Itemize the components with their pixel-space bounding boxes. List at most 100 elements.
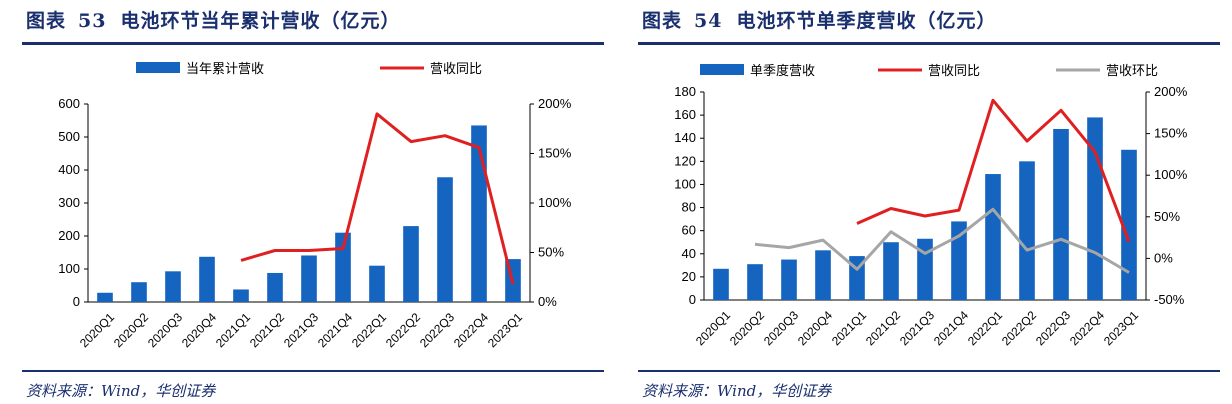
legend-label: 营收环比 [1106,63,1158,78]
bar [199,256,215,302]
left-tick-label: 160 [674,107,696,122]
left-tick-label: 400 [58,162,80,177]
cumulative-revenue-chart: 0 100 200 300 400 500 600 0% 50% 100% 150% 200% 2020… [58,61,572,350]
title-divider [22,42,604,45]
left-tick-label: 600 [58,96,80,111]
left-tick-label: 300 [58,195,80,210]
left-tick-label: 20 [682,269,696,284]
left-tick-label: 40 [682,246,696,261]
left-tick-label: 80 [682,200,696,215]
bar [437,177,453,302]
bar [471,125,487,302]
left-tick-label: 200 [58,228,80,243]
x-tick-label: 2020Q4 [795,308,835,348]
x-tick-label: 2022Q1 [965,308,1005,348]
x-tick-label: 2022Q2 [383,310,423,350]
right-tick-label: 50% [1154,209,1180,224]
right-tick-label: 0% [1154,250,1173,265]
legend-swatch [700,64,744,75]
bar [1121,149,1137,300]
left-tick-label: 100 [674,176,696,191]
right-tick-label: 0% [538,294,557,309]
x-tick-label: 2021Q1 [213,310,253,350]
x-tick-label: 2021Q2 [863,308,903,348]
bar [985,174,1001,300]
bar [713,268,729,300]
x-tick-label: 2021Q3 [897,308,937,348]
right-chart-panel: 图表 54 电池环节单季度营收（亿元） 0 20 40 60 80 100 120 140 160 1… [616,0,1232,404]
x-tick-label: 2022Q4 [451,310,491,350]
x-tick-label: 2023Q1 [485,310,525,350]
bar [1019,161,1035,300]
title-divider [638,42,1220,45]
x-tick-label: 2022Q4 [1067,308,1107,348]
bar [747,264,763,300]
legend-label: 营收同比 [928,63,980,78]
left-tick-label: 180 [674,84,696,99]
x-tick-label: 2020Q3 [761,308,801,348]
title-prefix: 图表 [26,10,67,32]
x-tick-label: 2020Q2 [111,310,151,350]
right-tick-label: 200% [1154,84,1188,99]
bar [369,265,385,302]
x-tick-label: 2022Q3 [417,310,457,350]
source-divider [638,370,1220,372]
source-note: 资料来源：Wind，华创证券 [642,382,832,400]
x-tick-label: 2021Q1 [829,308,869,348]
x-tick-label: 2020Q2 [727,308,767,348]
right-tick-label: 150% [1154,126,1188,141]
bar [131,282,147,302]
quarterly-revenue-chart: 0 20 40 60 80 100 120 140 160 180 -50% 0% 50% 100% 150… [674,63,1188,348]
title-number: 54 [694,10,723,32]
bar [781,259,797,300]
right-tick-label: 100% [538,195,572,210]
bar [403,226,419,302]
left-tick-label: 140 [674,130,696,145]
right-tick-label: 150% [538,146,572,161]
legend-label: 营收同比 [430,61,482,76]
legend-label: 单季度营收 [750,63,815,78]
x-tick-label: 2021Q2 [247,310,287,350]
bar [97,292,113,302]
source-note: 资料来源：Wind，华创证券 [26,382,216,400]
right-tick-label: 200% [538,96,572,111]
left-tick-label: 60 [682,223,696,238]
right-tick-label: -50% [1154,292,1185,307]
left-tick-label: 100 [58,261,80,276]
x-tick-label: 2020Q3 [145,310,185,350]
bar [165,271,181,302]
x-tick-label: 2021Q4 [315,310,355,350]
bar [233,289,249,302]
title-number: 53 [78,10,107,32]
x-tick-label: 2020Q1 [77,310,117,350]
series-line [754,207,1130,274]
bar [951,221,967,300]
left-tick-label: 0 [689,292,696,307]
chart-title: 图表 53 电池环节当年累计营收（亿元） [26,6,400,33]
right-tick-label: 50% [538,245,564,260]
x-tick-label: 2022Q1 [349,310,389,350]
title-text: 电池环节单季度营收（亿元） [736,10,997,32]
chart-title: 图表 54 电池环节单季度营收（亿元） [642,6,996,33]
bar [815,250,831,300]
left-tick-label: 0 [73,294,80,309]
x-tick-label: 2021Q4 [931,308,971,348]
bar [917,238,933,300]
source-divider [22,370,604,372]
x-tick-label: 2022Q3 [1033,308,1073,348]
legend-label: 当年累计营收 [186,61,264,76]
left-tick-label: 120 [674,153,696,168]
bar [1053,128,1069,300]
legend-swatch [136,62,180,73]
title-text: 电池环节当年累计营收（亿元） [120,10,401,32]
bar [301,255,317,302]
series-line [856,98,1131,243]
x-tick-label: 2020Q1 [693,308,733,348]
left-tick-label: 500 [58,129,80,144]
bar [883,242,899,300]
bar [267,272,283,302]
title-prefix: 图表 [642,10,683,32]
right-tick-label: 100% [1154,167,1188,182]
x-tick-label: 2020Q4 [179,310,219,350]
x-tick-label: 2021Q3 [281,310,321,350]
